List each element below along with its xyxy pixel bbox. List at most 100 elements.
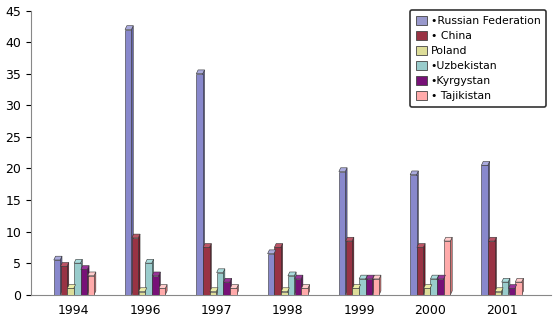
Polygon shape [352, 237, 354, 295]
Polygon shape [515, 285, 517, 295]
Polygon shape [301, 275, 303, 295]
Bar [481, 165, 488, 295]
Polygon shape [522, 278, 524, 295]
Polygon shape [444, 237, 452, 241]
Bar [74, 263, 81, 295]
Bar [295, 279, 301, 295]
Polygon shape [132, 234, 140, 238]
Polygon shape [74, 259, 82, 263]
Polygon shape [223, 278, 232, 282]
Bar [196, 74, 203, 295]
Polygon shape [139, 288, 147, 292]
Bar [217, 273, 223, 295]
Polygon shape [203, 244, 211, 247]
Polygon shape [217, 269, 225, 273]
Bar [417, 247, 423, 295]
Bar [495, 292, 501, 295]
Legend: •Russian Federation, • China, Poland, •Uzbekistan, •Kyrgystan, • Tajikistan: •Russian Federation, • China, Poland, •U… [411, 10, 546, 107]
Polygon shape [216, 288, 218, 295]
Polygon shape [431, 275, 439, 279]
Polygon shape [67, 285, 76, 288]
Polygon shape [373, 275, 381, 279]
Polygon shape [495, 288, 503, 292]
Polygon shape [87, 266, 89, 295]
Bar [81, 269, 87, 295]
Polygon shape [294, 272, 296, 295]
Polygon shape [443, 275, 446, 295]
Polygon shape [359, 275, 368, 279]
Polygon shape [345, 168, 347, 295]
Polygon shape [145, 259, 154, 263]
Polygon shape [165, 285, 167, 295]
Bar [437, 279, 443, 295]
Bar [424, 288, 430, 295]
Bar [288, 276, 294, 295]
Polygon shape [230, 278, 232, 295]
Polygon shape [287, 288, 289, 295]
Polygon shape [359, 285, 360, 295]
Polygon shape [353, 285, 360, 288]
Bar [230, 288, 237, 295]
Polygon shape [423, 244, 425, 295]
Polygon shape [508, 278, 510, 295]
Polygon shape [61, 263, 69, 266]
Polygon shape [237, 285, 238, 295]
Bar [87, 276, 94, 295]
Polygon shape [152, 272, 160, 276]
Polygon shape [417, 244, 425, 247]
Polygon shape [437, 275, 439, 295]
Polygon shape [417, 171, 418, 295]
Polygon shape [410, 171, 418, 175]
Polygon shape [430, 285, 432, 295]
Polygon shape [502, 278, 510, 282]
Bar [139, 292, 145, 295]
Polygon shape [274, 250, 276, 295]
Bar [301, 288, 308, 295]
Polygon shape [451, 237, 452, 295]
Polygon shape [74, 285, 76, 295]
Polygon shape [495, 237, 496, 295]
Bar [125, 29, 131, 295]
Polygon shape [67, 263, 69, 295]
Bar [373, 279, 379, 295]
Polygon shape [203, 70, 204, 295]
Bar [223, 282, 230, 295]
Polygon shape [159, 285, 167, 288]
Polygon shape [281, 244, 282, 295]
Polygon shape [488, 162, 490, 295]
Polygon shape [308, 285, 310, 295]
Bar [159, 288, 165, 295]
Polygon shape [481, 162, 490, 165]
Polygon shape [131, 26, 133, 295]
Bar [410, 175, 417, 295]
Bar [152, 276, 159, 295]
Polygon shape [295, 275, 303, 279]
Polygon shape [54, 256, 62, 260]
Polygon shape [281, 288, 289, 292]
Polygon shape [501, 288, 503, 295]
Bar [339, 172, 345, 295]
Polygon shape [81, 266, 89, 269]
Bar [67, 288, 74, 295]
Polygon shape [138, 234, 140, 295]
Polygon shape [125, 26, 133, 29]
Polygon shape [424, 285, 432, 288]
Bar [509, 288, 515, 295]
Bar [132, 238, 138, 295]
Polygon shape [81, 259, 82, 295]
Bar [210, 292, 216, 295]
Bar [275, 247, 281, 295]
Polygon shape [509, 285, 517, 288]
Bar [488, 241, 495, 295]
Polygon shape [145, 288, 147, 295]
Polygon shape [288, 272, 296, 276]
Polygon shape [301, 285, 310, 288]
Polygon shape [275, 244, 282, 247]
Polygon shape [365, 275, 368, 295]
Bar [203, 247, 209, 295]
Polygon shape [60, 256, 62, 295]
Polygon shape [339, 168, 347, 172]
Polygon shape [159, 272, 160, 295]
Polygon shape [152, 259, 154, 295]
Bar [353, 288, 359, 295]
